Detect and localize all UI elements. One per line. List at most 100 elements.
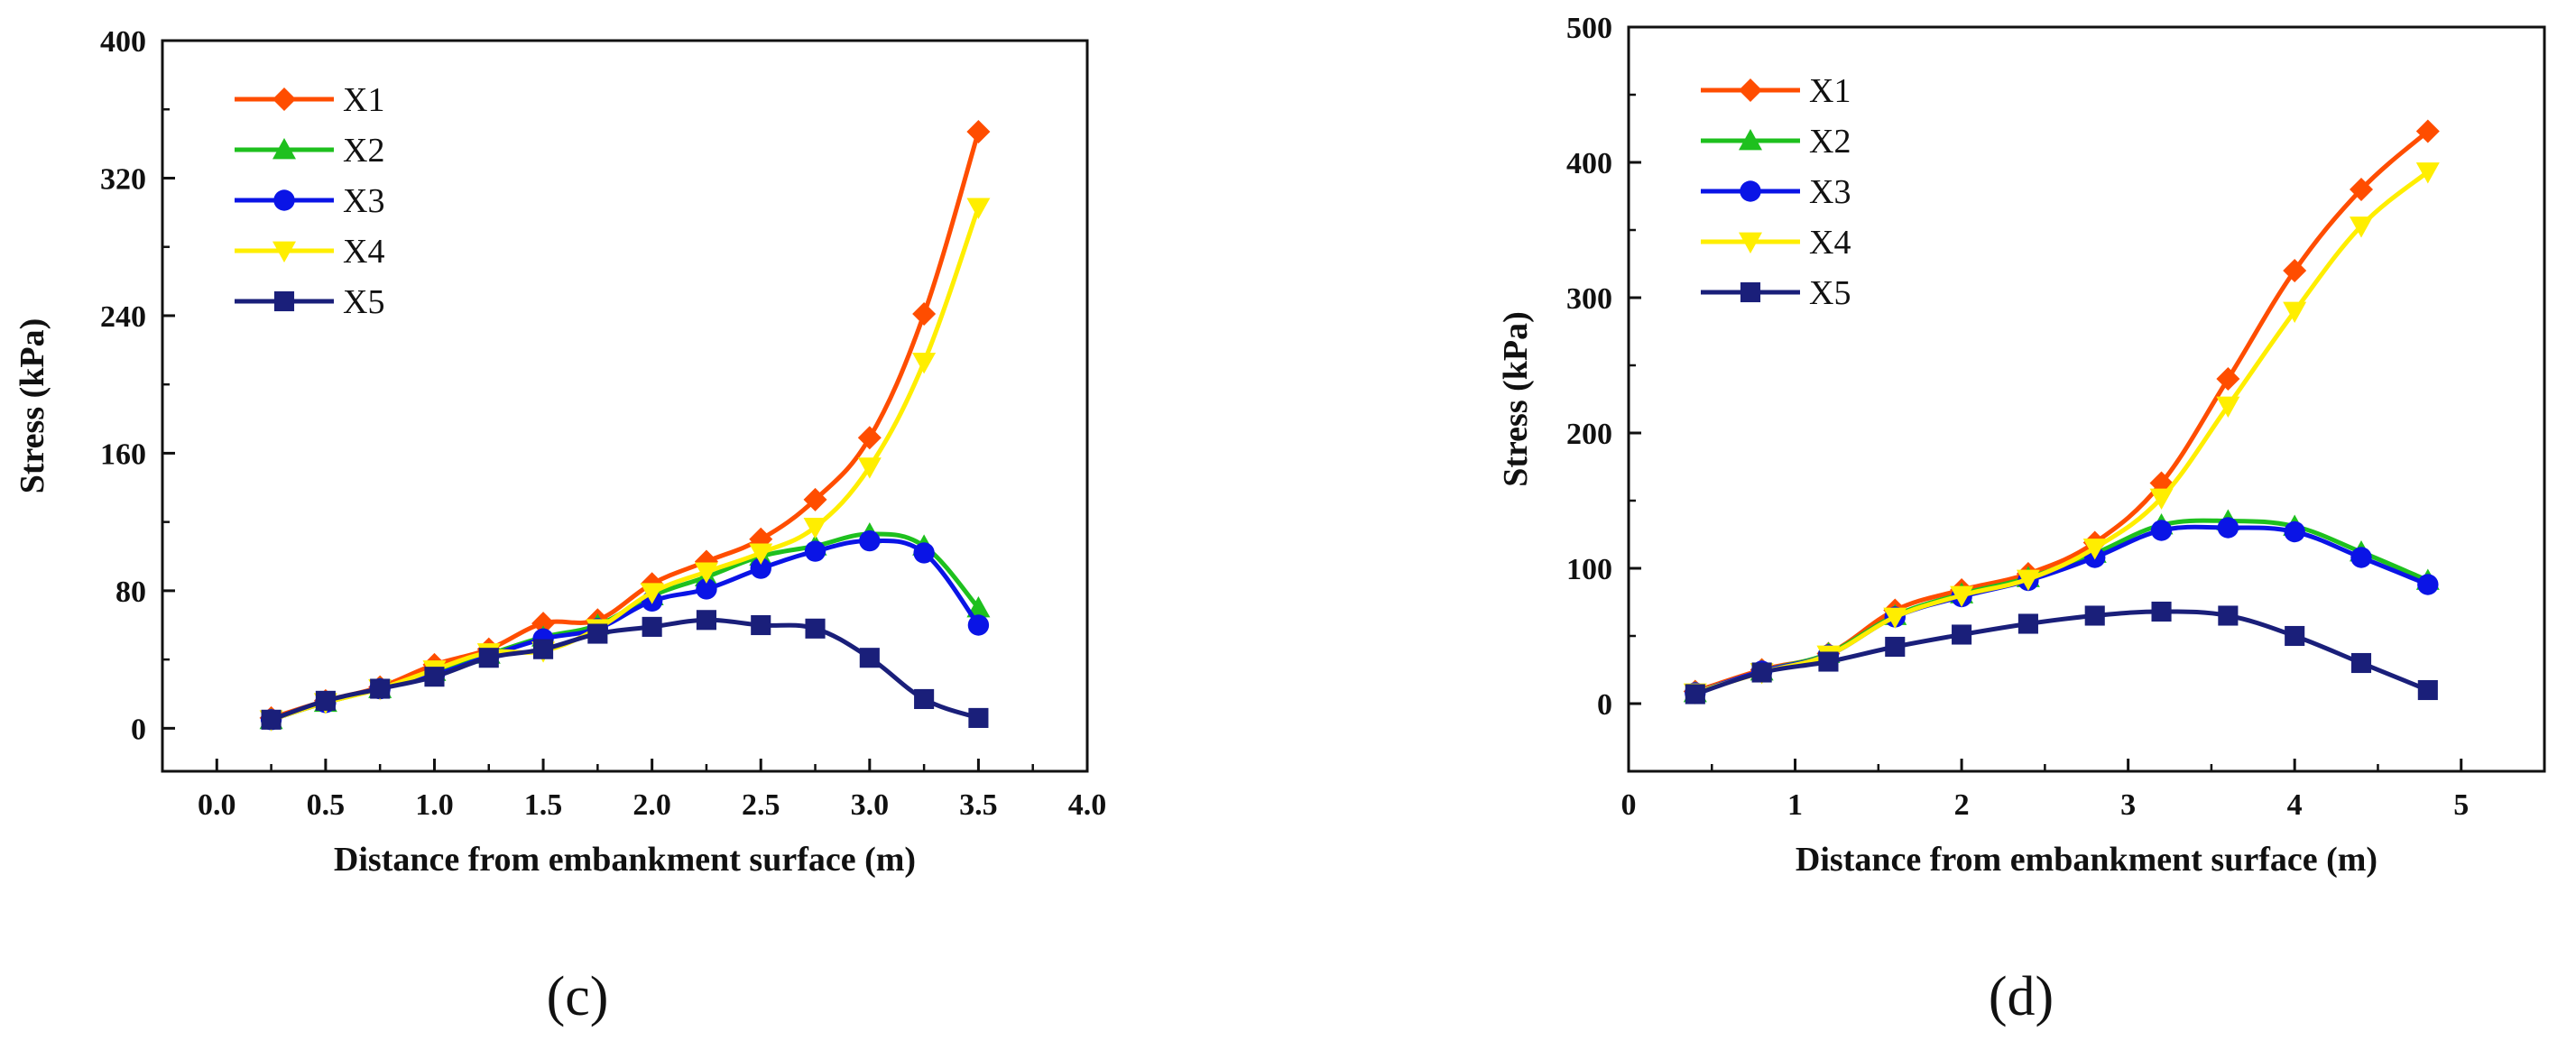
legend-marker-X5 xyxy=(1740,281,1761,303)
data-point-X5 xyxy=(2084,605,2105,626)
data-point-X5 xyxy=(642,616,662,637)
legend-label-X1: X1 xyxy=(1809,72,1851,110)
x-tick-label: 4 xyxy=(2287,788,2303,822)
data-point-X5 xyxy=(2151,601,2172,622)
data-point-X5 xyxy=(1952,624,1972,645)
x-tick-label: 1 xyxy=(1787,788,1803,822)
data-point-X4 xyxy=(2216,396,2240,418)
y-axis-ticks: 0 80 160 240 320 400 xyxy=(100,25,175,746)
legend-label-X4: X4 xyxy=(343,233,384,271)
legend-label-X5: X5 xyxy=(343,283,384,321)
x-tick-label: 2.0 xyxy=(632,788,671,822)
data-point-X4 xyxy=(2082,539,2107,560)
data-point-X5 xyxy=(315,690,336,711)
data-point-X5 xyxy=(1885,636,1906,658)
data-point-X1 xyxy=(2415,119,2440,143)
data-point-X5 xyxy=(751,614,771,636)
x-tick-label: 2 xyxy=(1954,788,1970,822)
y-axis-title: Stress (kPa) xyxy=(14,318,51,494)
data-point-X5 xyxy=(859,648,880,668)
data-point-X5 xyxy=(2350,652,2372,674)
data-point-X5 xyxy=(478,648,499,668)
x-axis-title: Distance from embankment surface (m) xyxy=(1796,841,2377,879)
data-point-X4 xyxy=(2283,301,2307,323)
x-axis-title: Distance from embankment surface (m) xyxy=(334,841,916,879)
legend-marker-X2 xyxy=(272,138,296,160)
x-tick-label: 1.5 xyxy=(524,788,563,822)
data-point-X3 xyxy=(2284,520,2305,543)
data-point-X5 xyxy=(2017,613,2038,634)
plot-frame xyxy=(1627,25,2546,773)
y-axis-title: Stress (kPa) xyxy=(1497,311,1535,487)
x-tick-label: 3 xyxy=(2120,788,2136,822)
legend-label-X3: X3 xyxy=(343,182,384,220)
x-tick-label: 5 xyxy=(2453,788,2469,822)
data-point-X5 xyxy=(2285,625,2305,647)
data-point-X4 xyxy=(912,353,937,374)
data-point-X1 xyxy=(531,612,556,636)
x-tick-label: 3.0 xyxy=(851,788,890,822)
series-line-X3 xyxy=(1694,524,2429,695)
data-point-X4 xyxy=(803,517,827,539)
y-tick-label: 500 xyxy=(1566,12,1612,45)
data-point-X5 xyxy=(2417,679,2438,701)
data-point-X5 xyxy=(1685,684,1705,705)
series-line-X1 xyxy=(1694,129,2430,694)
data-point-X1 xyxy=(912,302,937,327)
data-point-X4 xyxy=(694,562,718,584)
data-point-X4 xyxy=(1883,607,1907,629)
data-point-X4 xyxy=(749,543,773,565)
legend-label-X5: X5 xyxy=(1809,274,1851,312)
data-point-X3 xyxy=(859,530,881,552)
data-point-X5 xyxy=(805,618,826,639)
legend-marker-X3 xyxy=(1740,180,1761,202)
data-point-X5 xyxy=(424,667,445,687)
data-point-X4 xyxy=(1950,585,1974,607)
legend-label-X4: X4 xyxy=(1809,224,1851,262)
data-point-X2 xyxy=(966,595,991,618)
legend-label-X1: X1 xyxy=(343,81,384,119)
x-tick-label: 1.0 xyxy=(415,788,454,822)
data-point-X1 xyxy=(2283,259,2307,282)
data-point-X3 xyxy=(967,614,990,636)
y-tick-label: 200 xyxy=(1566,418,1612,451)
data-point-X4 xyxy=(2415,162,2440,184)
x-axis-ticks: 0 1 2 3 4 5 xyxy=(1621,759,2469,822)
series-line-X5 xyxy=(270,617,980,723)
data-point-X4 xyxy=(966,198,991,219)
legend-marker-X4 xyxy=(1739,232,1762,253)
data-point-X5 xyxy=(696,610,716,631)
x-tick-label: 2.5 xyxy=(742,788,780,822)
data-point-X3 xyxy=(2217,517,2239,539)
data-point-X5 xyxy=(261,709,282,730)
y-tick-label: 400 xyxy=(100,25,146,59)
legend-marker-X4 xyxy=(272,241,296,262)
data-point-X5 xyxy=(587,623,608,644)
y-tick-label: 160 xyxy=(100,438,146,471)
data-point-X3 xyxy=(804,540,826,562)
chart-panel-1: 0.0 0.5 1.0 1.5 2.0 2.5 3.0 3.5 4.0 0 80 160 240 320 4… xyxy=(14,25,1106,1027)
y-tick-label: 400 xyxy=(1566,147,1612,180)
legend-label-X2: X2 xyxy=(1809,123,1851,161)
data-point-X5 xyxy=(2218,605,2239,626)
data-point-X1 xyxy=(803,487,827,511)
data-point-X5 xyxy=(1818,651,1839,672)
legend-label-X2: X2 xyxy=(343,132,384,170)
data-point-X1 xyxy=(2216,367,2240,391)
data-point-X3 xyxy=(696,578,717,600)
data-point-X5 xyxy=(968,707,989,728)
y-tick-label: 0 xyxy=(131,713,146,746)
x-axis-ticks: 0.0 0.5 1.0 1.5 2.0 2.5 3.0 3.5 4.0 xyxy=(198,759,1106,822)
legend-marker-X2 xyxy=(1739,129,1762,151)
plot-frame xyxy=(161,39,1089,773)
series-group xyxy=(259,120,991,732)
data-point-X3 xyxy=(750,557,771,579)
x-tick-label: 0 xyxy=(1621,788,1637,822)
data-point-X3 xyxy=(913,542,935,564)
x-tick-label: 3.5 xyxy=(959,788,998,822)
series-line-X5 xyxy=(1694,609,2429,696)
data-point-X3 xyxy=(2417,574,2439,595)
data-point-X3 xyxy=(2150,520,2173,541)
y-tick-label: 240 xyxy=(100,300,146,334)
